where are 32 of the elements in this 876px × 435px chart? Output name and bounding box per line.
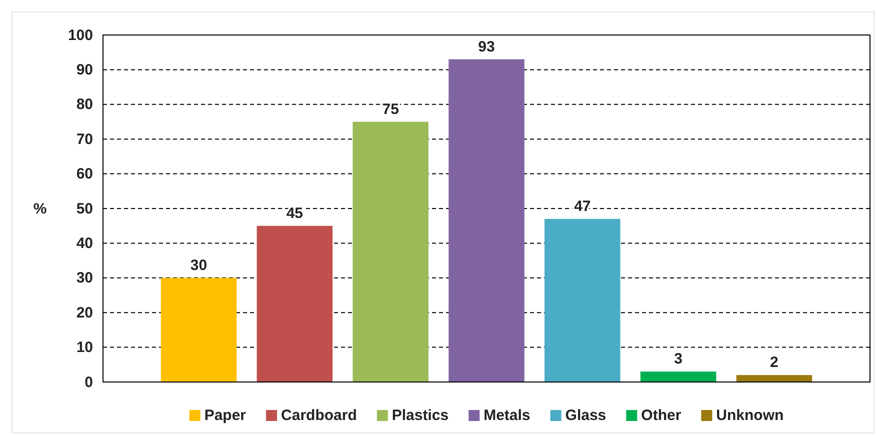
data-label: 3: [674, 350, 682, 368]
bar: [544, 218, 620, 382]
bar: [448, 59, 524, 382]
y-axis-title: %: [33, 200, 47, 218]
bar: [256, 226, 333, 382]
legend-label: Cardboard: [281, 407, 357, 424]
y-tick-label: 40: [76, 235, 93, 252]
y-tick-label: 80: [76, 96, 93, 114]
bar: [640, 372, 716, 382]
y-tick-label: 90: [76, 62, 93, 78]
data-label: 45: [286, 204, 304, 222]
data-label: 2: [770, 354, 778, 372]
legend-label: Glass: [565, 407, 606, 424]
legend-label: Unknown: [716, 407, 784, 424]
y-tick-label: 10: [76, 339, 93, 356]
bar: [736, 375, 812, 382]
legend-label: Plastics: [392, 407, 449, 424]
data-label: 75: [382, 100, 399, 118]
y-tick-label: 60: [76, 166, 93, 183]
data-label: 93: [478, 38, 495, 56]
y-tick-label: 0: [84, 374, 93, 391]
data-label: 30: [190, 256, 208, 274]
y-tick-label: 50: [76, 200, 93, 218]
legend-label: Paper: [204, 407, 246, 424]
y-tick-label: 70: [76, 130, 93, 148]
y-tick-label: 20: [76, 304, 93, 322]
legend-label: Metals: [484, 407, 530, 424]
bar: [352, 122, 428, 382]
y-tick-label: 100: [68, 26, 93, 44]
bar: [160, 278, 237, 382]
legend-label: Other: [641, 407, 682, 424]
y-tick-label: 30: [76, 270, 93, 287]
